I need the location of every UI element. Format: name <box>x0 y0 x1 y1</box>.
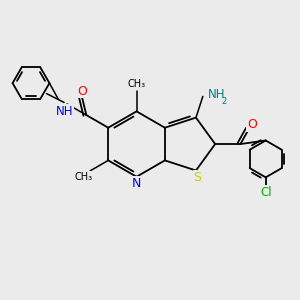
Text: S: S <box>194 170 201 184</box>
Text: NH: NH <box>208 88 226 101</box>
Text: NH: NH <box>56 105 74 118</box>
Text: CH₃: CH₃ <box>75 172 93 182</box>
Text: N: N <box>132 177 141 190</box>
Text: 2: 2 <box>221 97 226 106</box>
Text: Cl: Cl <box>260 186 272 199</box>
Text: CH₃: CH₃ <box>128 79 146 89</box>
Text: O: O <box>247 118 257 131</box>
Text: O: O <box>78 85 87 98</box>
